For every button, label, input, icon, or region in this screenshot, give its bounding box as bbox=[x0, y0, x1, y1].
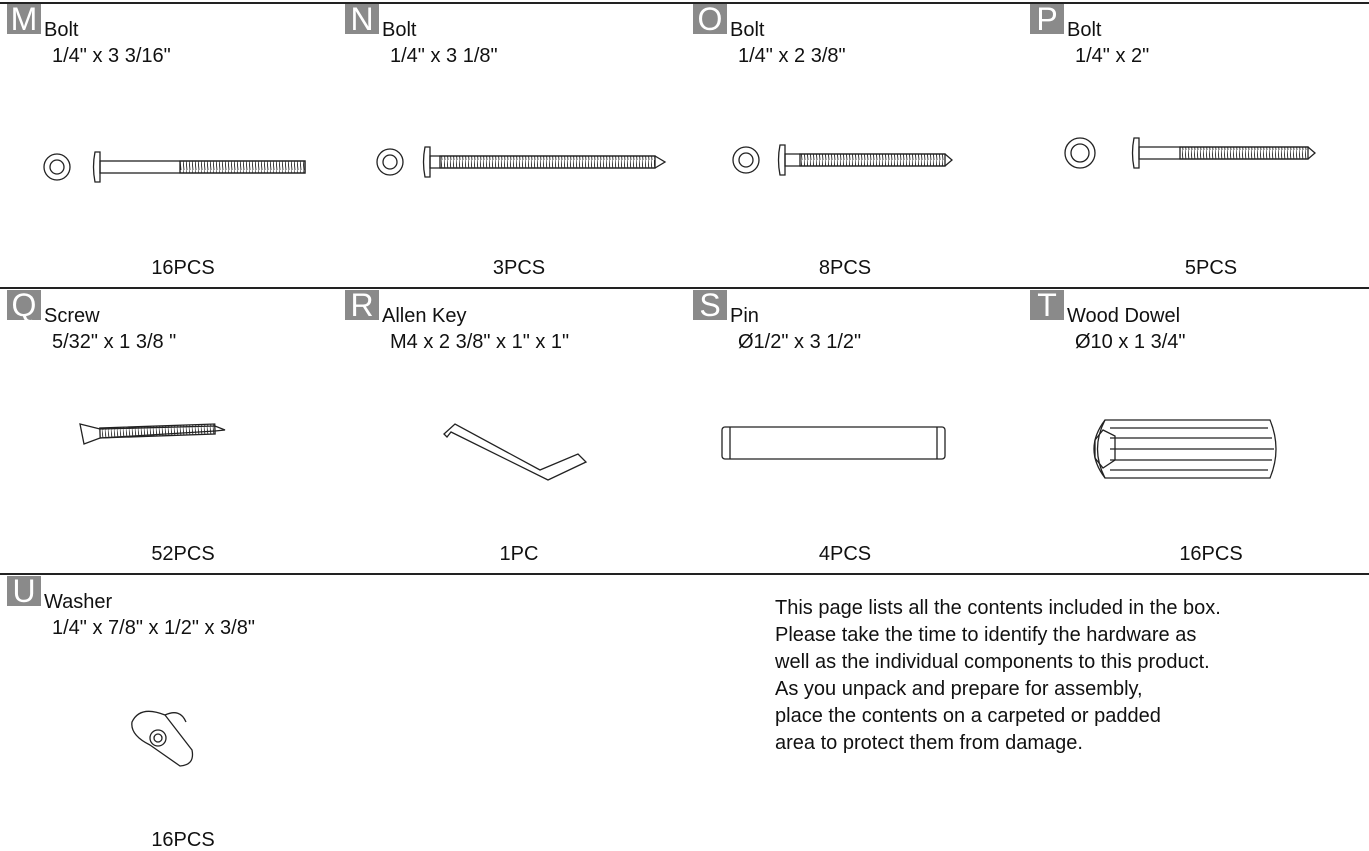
bolt-drawing bbox=[732, 144, 953, 176]
item-size: 1/4" x 2 3/8" bbox=[738, 45, 846, 67]
item-letter: O bbox=[693, 3, 727, 35]
item-letter: S bbox=[693, 289, 727, 321]
item-letter: N bbox=[345, 3, 379, 35]
bolt-drawing bbox=[376, 146, 667, 178]
note-line: Please take the time to identify the har… bbox=[775, 624, 1197, 646]
pin-drawing bbox=[721, 426, 946, 460]
item-name: Bolt bbox=[730, 19, 765, 41]
divider bbox=[0, 287, 1369, 289]
note-line: area to protect them from damage. bbox=[775, 732, 1083, 754]
screw-drawing bbox=[79, 423, 226, 445]
note-line: well as the individual components to thi… bbox=[775, 651, 1210, 673]
dowel-drawing bbox=[1093, 419, 1277, 479]
allen-key-drawing bbox=[443, 423, 588, 481]
item-size: M4 x 2 3/8" x 1" x 1" bbox=[390, 331, 570, 353]
item-size: 5/32" x 1 3/8 " bbox=[52, 331, 177, 353]
item-quantity: 8PCS bbox=[818, 257, 872, 279]
item-letter: T bbox=[1030, 289, 1064, 321]
item-quantity: 1PC bbox=[499, 543, 539, 565]
item-quantity: 16PCS bbox=[151, 257, 215, 279]
note-line: This page lists all the contents include… bbox=[775, 597, 1221, 619]
item-quantity: 52PCS bbox=[151, 543, 215, 565]
item-letter: P bbox=[1030, 3, 1064, 35]
item-size: 1/4" x 2" bbox=[1075, 45, 1150, 67]
item-name: Washer bbox=[44, 591, 113, 613]
item-letter: U bbox=[7, 575, 41, 607]
item-letter: Q bbox=[7, 289, 41, 321]
item-name: Bolt bbox=[1067, 19, 1102, 41]
item-letter: R bbox=[345, 289, 379, 321]
item-quantity: 3PCS bbox=[492, 257, 546, 279]
item-name: Bolt bbox=[44, 19, 79, 41]
item-letter: M bbox=[7, 3, 41, 35]
item-size: 1/4" x 3 3/16" bbox=[52, 45, 171, 67]
bolt-drawing bbox=[1064, 137, 1316, 169]
tee-nut-drawing bbox=[131, 710, 194, 767]
item-quantity: 4PCS bbox=[818, 543, 872, 565]
note-line: place the contents on a carpeted or padd… bbox=[775, 705, 1161, 727]
bolt-drawing bbox=[43, 151, 306, 183]
divider bbox=[0, 2, 1369, 4]
item-size: Ø10 x 1 3/4" bbox=[1075, 331, 1186, 353]
divider bbox=[0, 573, 1369, 575]
item-name: Wood Dowel bbox=[1067, 305, 1181, 327]
item-size: 1/4" x 3 1/8" bbox=[390, 45, 498, 67]
item-name: Pin bbox=[730, 305, 759, 327]
note-line: As you unpack and prepare for assembly, bbox=[775, 678, 1143, 700]
item-name: Bolt bbox=[382, 19, 417, 41]
item-quantity: 16PCS bbox=[151, 829, 215, 851]
item-quantity: 16PCS bbox=[1179, 543, 1243, 565]
item-name: Allen Key bbox=[382, 305, 467, 327]
item-quantity: 5PCS bbox=[1184, 257, 1238, 279]
item-size: Ø1/2" x 3 1/2" bbox=[738, 331, 862, 353]
item-size: 1/4" x 7/8" x 1/2" x 3/8" bbox=[52, 617, 255, 639]
item-name: Screw bbox=[44, 305, 100, 327]
